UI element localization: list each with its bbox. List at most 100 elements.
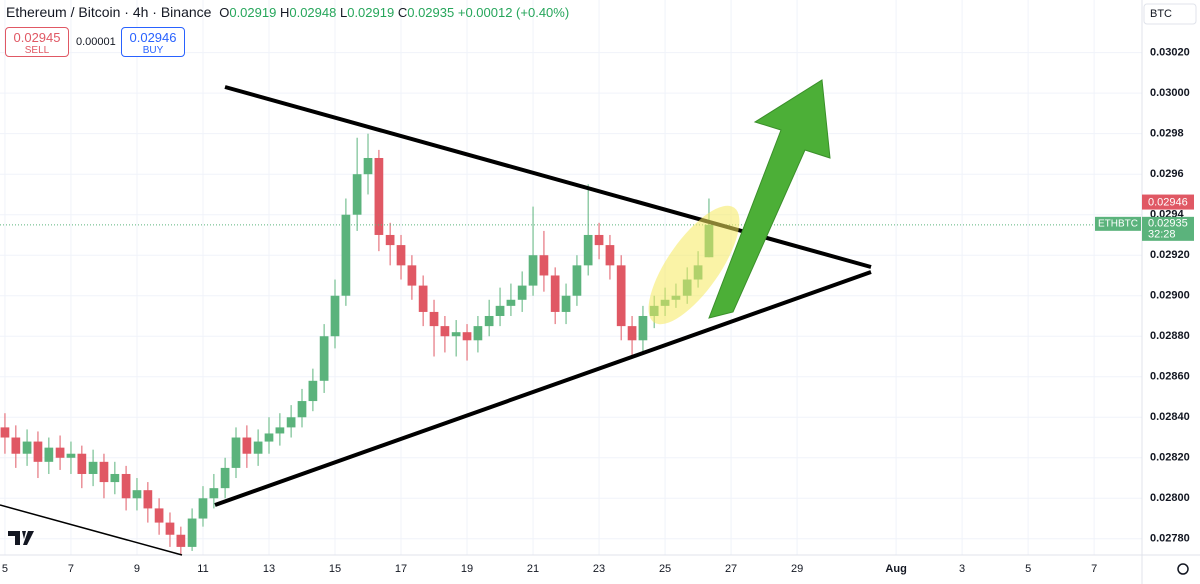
candle xyxy=(605,234,615,280)
candle-body xyxy=(55,447,65,458)
sell-label: SELL xyxy=(24,45,50,56)
candle-body xyxy=(341,214,351,296)
h-label: H xyxy=(279,5,290,20)
candle xyxy=(286,405,296,438)
currency-label: BTC xyxy=(1150,8,1172,20)
candle xyxy=(528,206,538,296)
x-tick-label: 5 xyxy=(2,563,8,575)
candle-body xyxy=(242,437,252,454)
x-tick-label: 21 xyxy=(527,563,539,575)
y-tick-label: 0.02860 xyxy=(1150,371,1190,383)
candle xyxy=(275,413,285,446)
candle xyxy=(495,287,505,327)
x-tick-label: 7 xyxy=(68,563,74,575)
candle-body xyxy=(451,332,461,337)
x-tick-label: 27 xyxy=(725,563,737,575)
candle xyxy=(110,461,120,495)
candle xyxy=(550,267,560,325)
candle-body xyxy=(209,488,219,499)
x-tick-label: 25 xyxy=(659,563,671,575)
x-tick-label: 23 xyxy=(593,563,605,575)
candle-body xyxy=(99,461,109,483)
candle-body xyxy=(44,447,54,462)
candle xyxy=(165,512,175,547)
candle xyxy=(561,283,571,325)
legend-header: Ethereum / Bitcoin · 4h · Binance O0.029… xyxy=(6,4,569,20)
c-value: 0.02935 xyxy=(407,5,455,20)
y-tick-label: 0.0296 xyxy=(1150,168,1184,180)
change: +0.00012 (+0.40%) xyxy=(457,5,570,20)
candle xyxy=(407,255,417,300)
candle-body xyxy=(528,255,538,286)
candle xyxy=(484,299,494,337)
candle xyxy=(22,429,32,466)
c-label: C xyxy=(397,5,408,20)
candle-body xyxy=(0,427,10,438)
candle-body xyxy=(495,305,505,316)
candle xyxy=(319,324,329,393)
candle-body xyxy=(22,441,32,454)
candle xyxy=(253,429,263,466)
sell-button[interactable]: 0.02945 SELL xyxy=(5,27,69,57)
candle xyxy=(385,222,395,266)
o-label: O xyxy=(219,5,230,20)
x-tick-label: 13 xyxy=(263,563,275,575)
candle xyxy=(572,255,582,306)
y-tick-label: 0.02780 xyxy=(1150,533,1190,545)
candle xyxy=(121,465,131,511)
x-tick-label: 11 xyxy=(197,563,208,575)
candle xyxy=(638,305,648,353)
x-tick-label: 15 xyxy=(329,563,341,575)
candle-body xyxy=(253,441,263,454)
candle-body xyxy=(121,473,131,499)
candle-body xyxy=(33,441,43,462)
currency-button[interactable] xyxy=(1143,3,1197,25)
candle xyxy=(363,133,373,195)
candle xyxy=(209,473,219,509)
buy-button[interactable]: 0.02946 BUY xyxy=(121,27,185,57)
l-value: 0.02919 xyxy=(347,5,395,20)
candle-body xyxy=(374,157,384,235)
candle-body xyxy=(187,518,197,547)
candle-body xyxy=(176,534,186,547)
ohlc: O0.02919 H0.02948 L0.02919 C0.02935 +0.0… xyxy=(219,5,569,20)
y-tick-label: 0.02840 xyxy=(1150,411,1190,423)
settings-icon[interactable] xyxy=(1177,563,1189,575)
candle-body xyxy=(462,332,472,341)
candle xyxy=(44,437,54,474)
candle-body xyxy=(517,285,527,300)
candle xyxy=(616,255,626,341)
sell-price: 0.02945 xyxy=(13,30,61,45)
candle-body xyxy=(440,326,450,337)
candle xyxy=(517,271,527,312)
candle-body xyxy=(484,315,494,327)
candle-body xyxy=(330,295,340,337)
candle xyxy=(220,457,230,499)
o-value: 0.02919 xyxy=(229,5,277,20)
candle-body xyxy=(132,490,142,499)
candle xyxy=(583,184,593,276)
countdown-label: 32:28 xyxy=(1148,229,1176,241)
candle-body xyxy=(154,508,164,523)
candle-body xyxy=(638,315,648,341)
candle xyxy=(330,279,340,349)
trend-line xyxy=(0,504,183,556)
candle-body xyxy=(110,473,120,483)
x-tick-label: 29 xyxy=(791,563,803,575)
y-tick-label: 0.03020 xyxy=(1150,47,1190,59)
candle xyxy=(341,198,351,306)
candle xyxy=(176,526,186,555)
candle xyxy=(132,478,142,511)
candle xyxy=(451,320,461,357)
candle-body xyxy=(429,311,439,327)
candle xyxy=(55,435,65,470)
candle-body xyxy=(286,417,296,428)
candle xyxy=(594,222,604,260)
candle-body xyxy=(550,275,560,312)
candle xyxy=(143,482,153,523)
candle xyxy=(11,425,21,468)
candle xyxy=(462,324,472,361)
candle xyxy=(88,449,98,487)
candle xyxy=(0,413,10,454)
